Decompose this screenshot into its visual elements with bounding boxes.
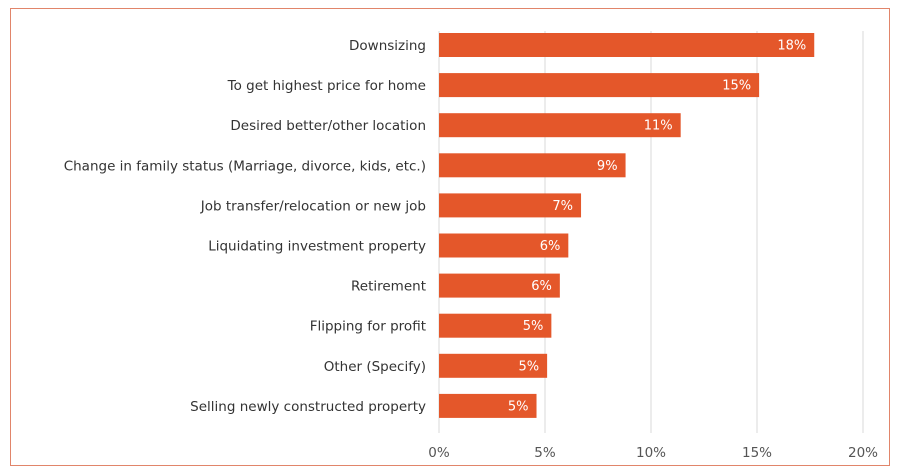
bar [439,233,569,258]
bar [439,393,537,418]
bar [439,353,548,378]
category-labels: Downsizing To get highest price for home D… [64,38,426,415]
category-label: Selling newly constructed property [190,399,426,415]
bar [439,313,552,338]
category-label: Job transfer/relocation or new job [200,198,426,214]
x-tick-label: 5% [534,445,556,461]
category-label: To get highest price for home [227,78,426,94]
bar [439,273,560,298]
category-label: Flipping for profit [310,319,426,335]
bar-data-label: 5% [518,359,539,374]
category-label: Change in family status (Marriage, divor… [64,158,426,174]
category-label: Liquidating investment property [208,239,426,255]
x-tick-label: 20% [848,445,878,461]
category-label: Retirement [351,279,426,295]
x-tick-label: 15% [742,445,772,461]
bar-data-label: 6% [540,239,561,254]
bar-data-label: 6% [531,279,552,294]
bar-data-label: 5% [523,319,544,334]
bar [439,33,815,57]
bar-data-label: 9% [597,159,618,174]
category-label: Downsizing [349,38,426,54]
bar [439,113,681,138]
chart-frame: 18% 15% 11% 9% 7% 6% 6% 5% 5% 5% Downsizing To get… [10,8,890,466]
bar-data-label: 11% [644,119,673,134]
category-label: Desired better/other location [230,118,426,134]
bar-data-label: 18% [777,39,806,54]
bar-data-label: 5% [508,399,529,414]
x-tick-label: 10% [636,445,666,461]
bar [439,193,582,218]
bar [439,153,626,178]
bar-data-label: 7% [552,199,573,214]
x-tick-label: 0% [428,445,450,461]
category-label: Other (Specify) [324,359,426,375]
bar [439,73,760,98]
x-axis-tick-labels: 0% 5% 10% 15% 20% [428,445,878,461]
bar-data-label: 15% [722,79,751,94]
bars: 18% 15% 11% 9% 7% 6% 6% 5% 5% 5% [439,33,815,418]
bar-chart: 18% 15% 11% 9% 7% 6% 6% 5% 5% 5% Downsizing To get… [64,31,878,461]
